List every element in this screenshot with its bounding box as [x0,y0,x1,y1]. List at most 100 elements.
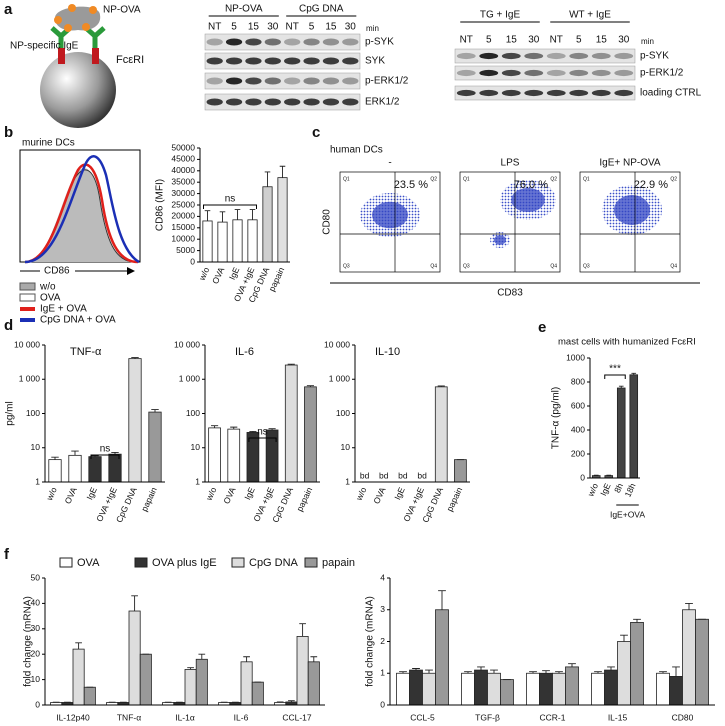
y-tick-label: 40 [31,598,41,608]
y-tick-label: 0 [35,699,40,709]
y-tick-label: 20 [31,648,41,658]
y-tick-label: 20000 [171,211,195,221]
y-tick-label: 1000 [566,352,585,362]
blot-band [284,77,301,85]
group-label: IgE+OVA [610,509,645,519]
blot-band [501,52,521,60]
x-tick-label: IL-12p40 [56,712,90,722]
error-bar [111,451,119,455]
x-axis-label: CD83 [497,288,523,299]
bar [307,661,320,706]
percent-label: 22.9 % [634,179,668,191]
x-tick-label: w/o [585,481,600,498]
blot-band [206,57,223,65]
bar [262,186,273,263]
bar [304,386,317,483]
group-label: CpG DNA [299,4,344,15]
y-axis-label: pg/ml [5,401,16,425]
np-hapten [68,4,76,12]
blot-band [501,69,521,77]
y-axis-label: CD80 [322,209,333,235]
panel-letter: f [4,546,10,563]
np-hapten [89,6,97,14]
value-label: bd [398,470,408,480]
x-tick-label: w/o [353,485,368,502]
bar [487,672,501,706]
quadrant-label: Q4 [550,263,557,269]
row-label: p-SYK [640,51,669,62]
legend-label: CpG DNA [249,557,299,569]
x-tick-label: CCL-17 [282,712,312,722]
y-tick-label: 1 000 [19,374,41,384]
panel-letter: e [538,319,546,336]
annotation-bracket [203,204,257,209]
row-label: ERK1/2 [365,97,400,108]
error-bar [279,165,286,178]
plot-title: IgE+ NP-OVA [599,158,661,169]
blot-band [456,52,476,60]
bar [474,669,488,706]
lane-label: 5 [486,35,492,46]
annotation: ns [225,194,236,205]
bar [83,686,96,706]
panel-letter: a [4,1,13,18]
chart-title: mast cells with humanized FcεRI [558,337,696,348]
lane-label: 30 [528,35,540,46]
bar [539,672,553,706]
legend-label: OVA [40,293,61,304]
bar [616,387,626,479]
bar [630,622,644,706]
blot-band [569,89,589,97]
x-tick-label: IgE [227,265,242,281]
bar [604,669,618,706]
error-bar [633,618,641,623]
legend-label: w/o [39,282,56,293]
y-tick-label: 10 [341,442,351,452]
annotation-bracket [604,374,626,379]
bar [139,653,152,706]
bar [232,219,243,263]
percent-label: 76.0 % [514,179,548,191]
error-bar [51,456,59,460]
error-bar [464,671,472,674]
flow-cloud-core [372,201,408,229]
y-tick-label: 10000 [171,233,195,243]
blot-band [245,38,262,46]
value-label: bd [379,470,389,480]
blot-band [479,69,499,77]
y-tick-label: 1 [195,476,200,486]
bar [434,386,448,483]
blot-band [303,38,320,46]
legend-label: IgE + OVA [40,304,87,315]
error-bar [659,671,667,674]
blot-band [245,77,262,85]
y-tick-label: 100 [336,408,350,418]
blot-band [501,89,521,97]
blot-band [569,52,589,60]
error-bar [310,656,318,662]
blot-band [456,89,476,97]
blot-band [524,69,544,77]
panel-letter: c [312,124,320,141]
annotation: ns [100,444,111,455]
blot-band [546,89,566,97]
panel-letter: b [4,124,13,141]
row-label: SYK [365,56,385,67]
x-tick-label: 8h [612,481,625,494]
blot-band [569,69,589,77]
y-tick-label: 100 [186,408,200,418]
chart-title: TNF-α [70,346,102,358]
blot-band [342,77,359,85]
blot-band [322,98,340,106]
group-label: TG + IgE [480,10,521,21]
error-bar [234,209,241,220]
legend-swatch [59,557,73,568]
error-bar [299,623,306,637]
quadrant-label: Q3 [463,263,470,269]
bar [422,672,436,706]
x-tick-label: TNF-α [117,712,141,722]
quadrant-label: Q1 [583,176,590,182]
legend-swatch [304,557,318,568]
bar [217,221,228,263]
y-tick-label: 4 [380,572,385,582]
